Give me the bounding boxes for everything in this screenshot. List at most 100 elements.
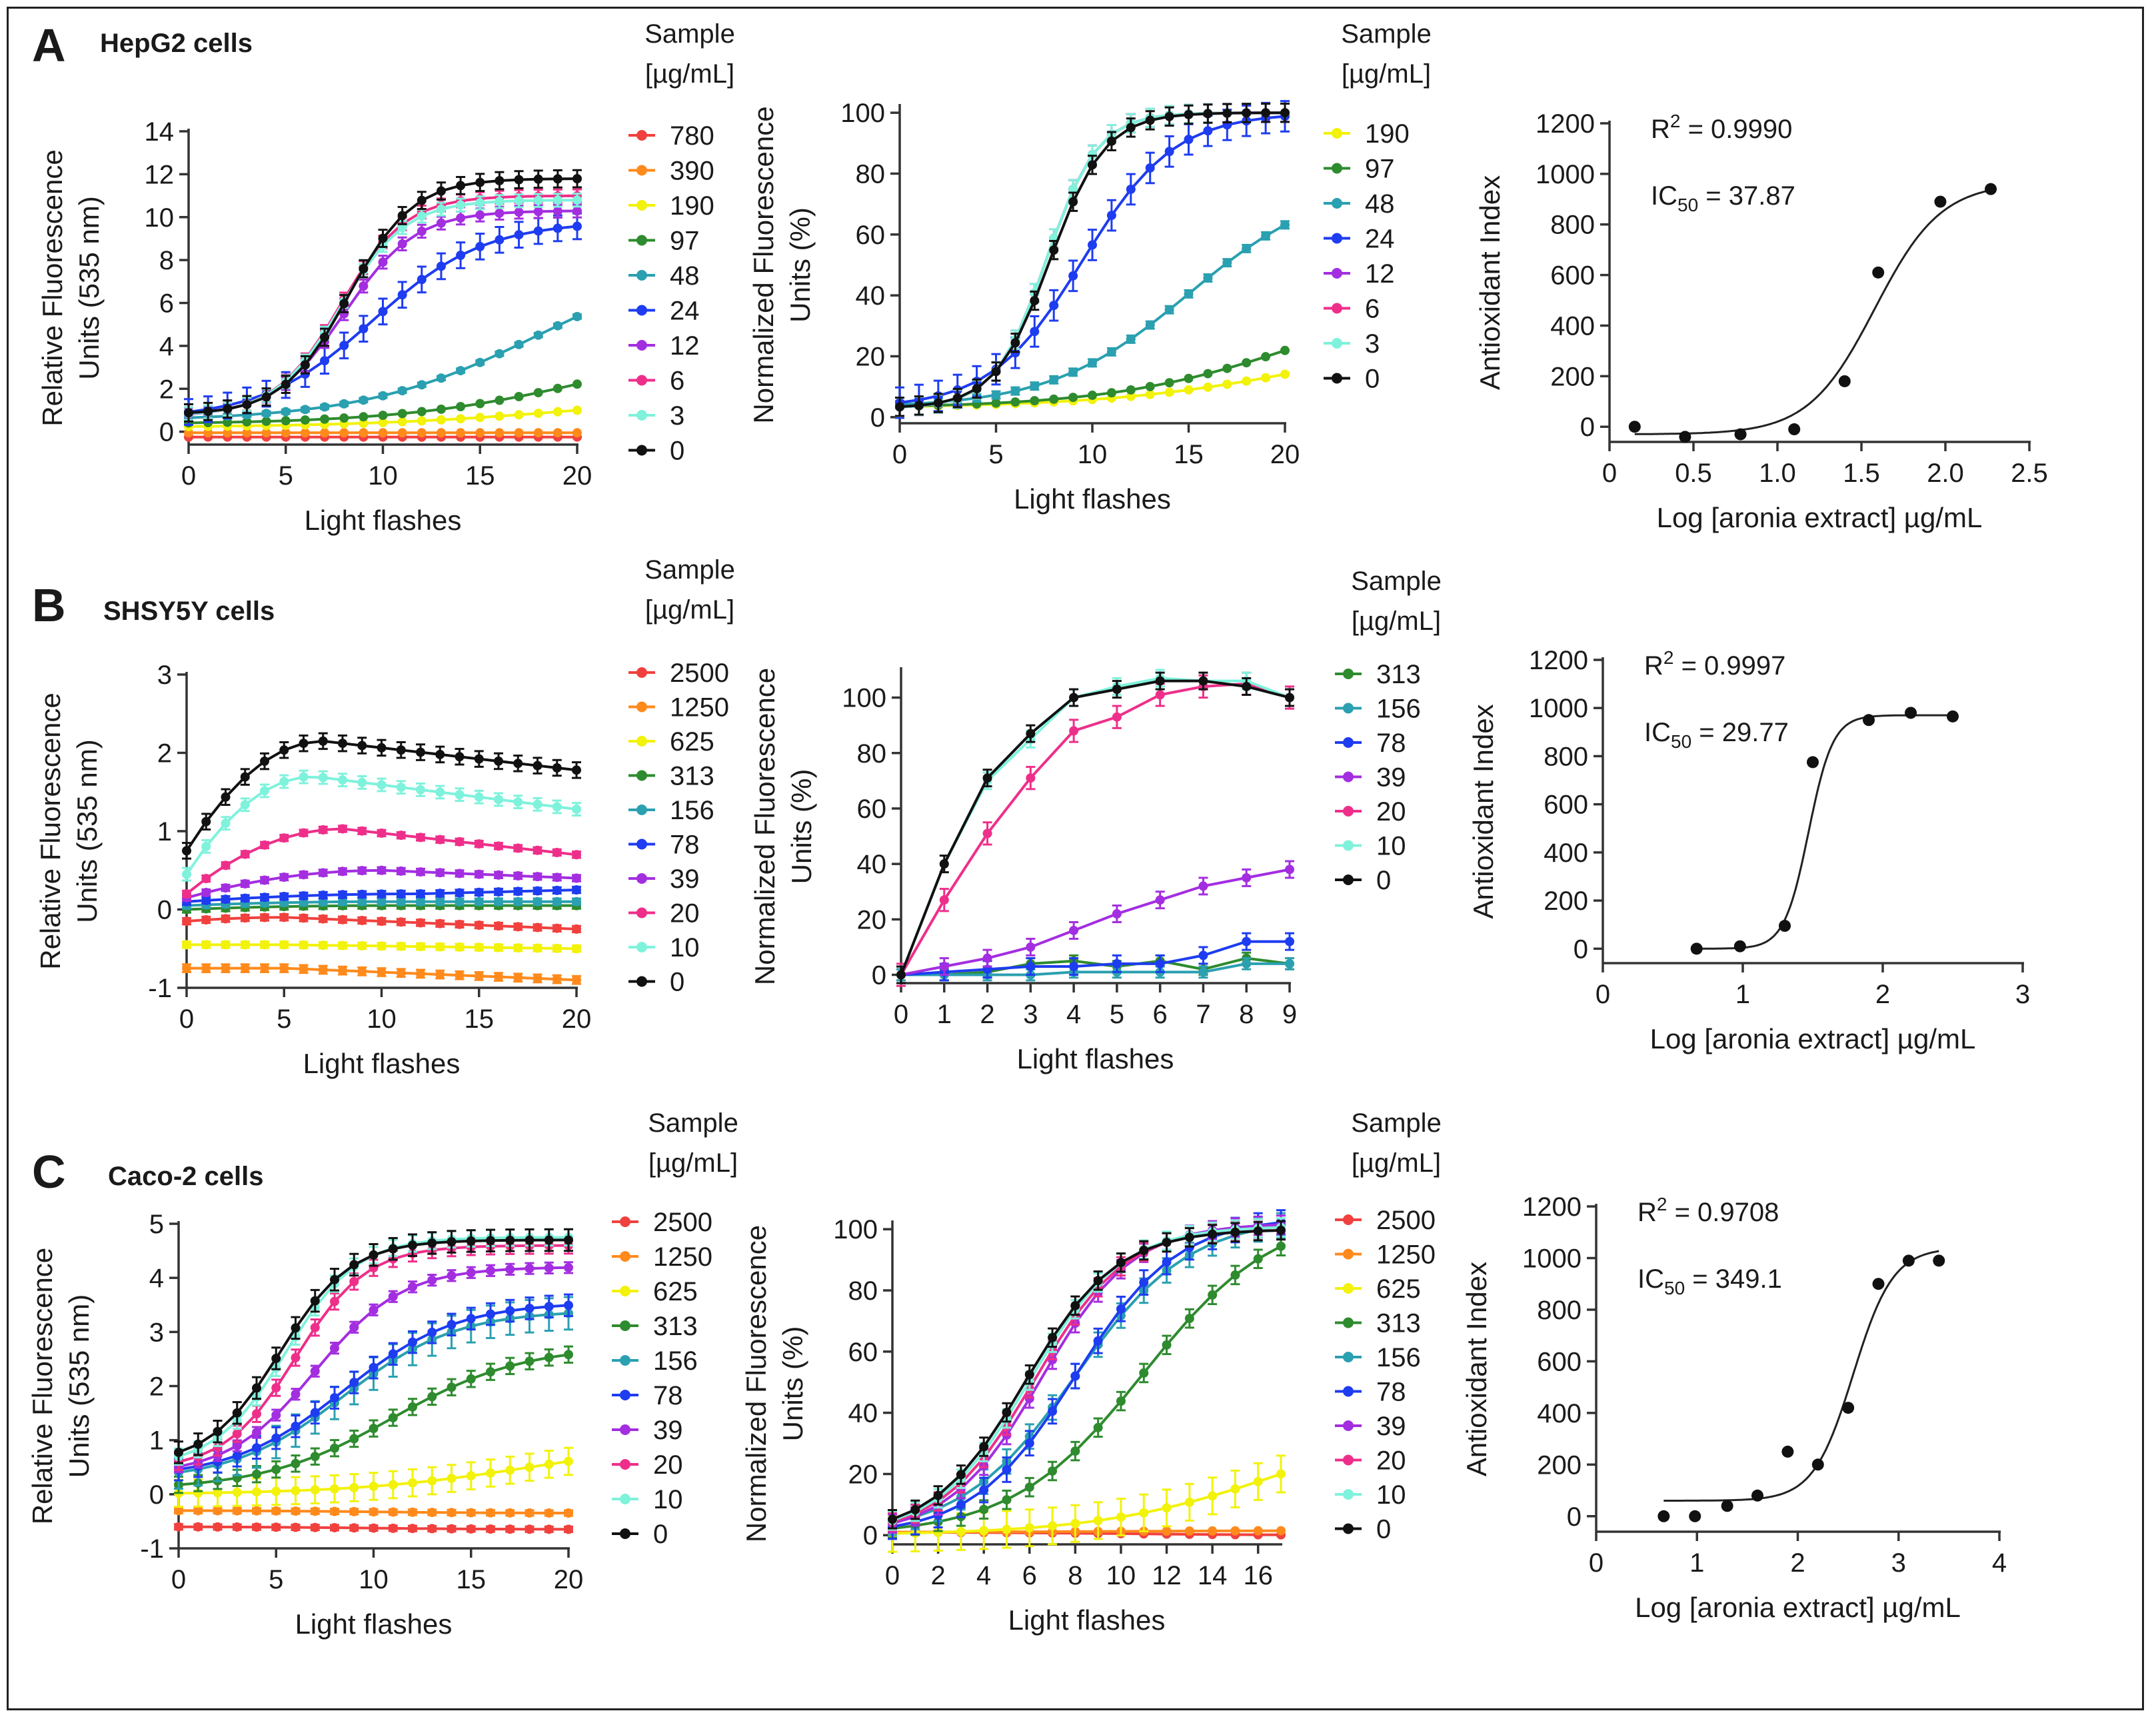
data-point [1811,1458,1824,1471]
y-tick-label: 0 [870,403,885,433]
data-point [552,885,562,895]
data-point [514,196,524,206]
x-axis-title: Light flashes [1017,1043,1174,1074]
legend-subtitle: [µg/mL] [1342,59,1431,89]
data-point [1010,338,1020,348]
data-point [572,805,581,815]
data-point [1026,773,1036,783]
y-tick-label: 60 [848,1338,878,1367]
y-tick-label: 600 [1550,261,1595,291]
data-point [330,1296,339,1306]
data-point [357,940,367,950]
data-point [1049,394,1059,404]
data-point [533,973,542,983]
data-point [1112,712,1122,722]
x-tick-label: 5 [269,1565,283,1594]
data-point [1242,936,1252,946]
series-0 [888,1220,1286,1530]
data-point [1184,289,1194,299]
data-point [564,1524,573,1534]
data-point [552,848,562,858]
data-point [182,846,191,856]
data-point [552,872,562,882]
data-point [281,407,291,417]
data-point [396,783,406,793]
data-point [408,1478,417,1488]
data-point [359,428,369,438]
y-tick-label: 80 [856,159,886,189]
data-point [435,749,445,759]
data-point [232,1441,242,1451]
data-point [1285,864,1294,874]
legend-subtitle: [µg/mL] [1352,1148,1441,1178]
y-axis-title: Normalized Fluorescence [749,668,780,985]
data-point [505,1306,515,1316]
x-tick-label: 5 [1110,1000,1124,1029]
data-point [513,797,523,807]
data-point [240,940,250,950]
data-point [1679,431,1691,443]
data-point [417,407,427,417]
legend-swatch-marker [620,1528,630,1539]
data-point [564,1456,573,1466]
y-tick-label: 2 [157,739,172,769]
data-point [397,409,407,419]
legend-item-label: 97 [1365,155,1395,184]
data-point [494,870,503,880]
data-point [339,399,349,409]
data-point [455,942,465,952]
data-point [495,208,505,218]
data-point [408,1282,417,1292]
data-point [1088,149,1097,159]
data-point [349,1276,359,1286]
legend-item-label: 313 [653,1312,698,1341]
data-point [1280,220,1290,230]
data-point [1112,685,1122,695]
data-point [1872,266,1885,279]
fit-annotations: R2 = 0.9990 IC50 = 37.87 [1651,111,1795,215]
y-tick-label: 40 [857,850,887,879]
data-point [1010,397,1020,407]
data-point [279,912,289,922]
data-point [982,953,992,963]
data-point [525,1524,535,1534]
data-point [1208,1526,1218,1536]
data-point [1116,1396,1126,1406]
data-point [221,914,231,924]
data-point [979,1504,989,1514]
data-point [232,1429,242,1439]
data-point [1030,327,1040,337]
data-point [1139,1368,1149,1378]
data-point [1155,690,1165,700]
data-point [260,757,269,767]
legend-swatch-marker [1343,771,1354,783]
data-point [240,800,250,810]
data-point [991,390,1001,400]
series-line [901,962,1290,976]
data-point [320,332,330,342]
data-point [417,275,427,285]
legend-item-label: 20 [653,1450,683,1480]
data-point [377,865,387,875]
data-point [486,1508,495,1518]
x-tick-label: 0 [1589,1548,1604,1578]
x-tick-label: 5 [277,1004,291,1034]
legend-item-label: 48 [670,261,700,291]
data-point [182,869,191,879]
data-point [1116,1258,1126,1268]
data-point [1628,421,1641,433]
data-point [495,176,505,186]
axes [1595,1204,2001,1533]
data-point [369,1523,379,1533]
data-point [1068,393,1078,403]
series-2500 [174,1522,573,1534]
legend-item-label: 39 [1376,763,1406,793]
legend-title: Sample [1351,1108,1442,1138]
panel-A-cell-title: HepG2 cells [100,29,253,58]
data-point [1093,1276,1103,1286]
data-point [513,896,523,906]
data-point [377,916,387,926]
y-axis-title-line2: Units (%) [784,207,816,323]
series-20 [182,824,581,898]
